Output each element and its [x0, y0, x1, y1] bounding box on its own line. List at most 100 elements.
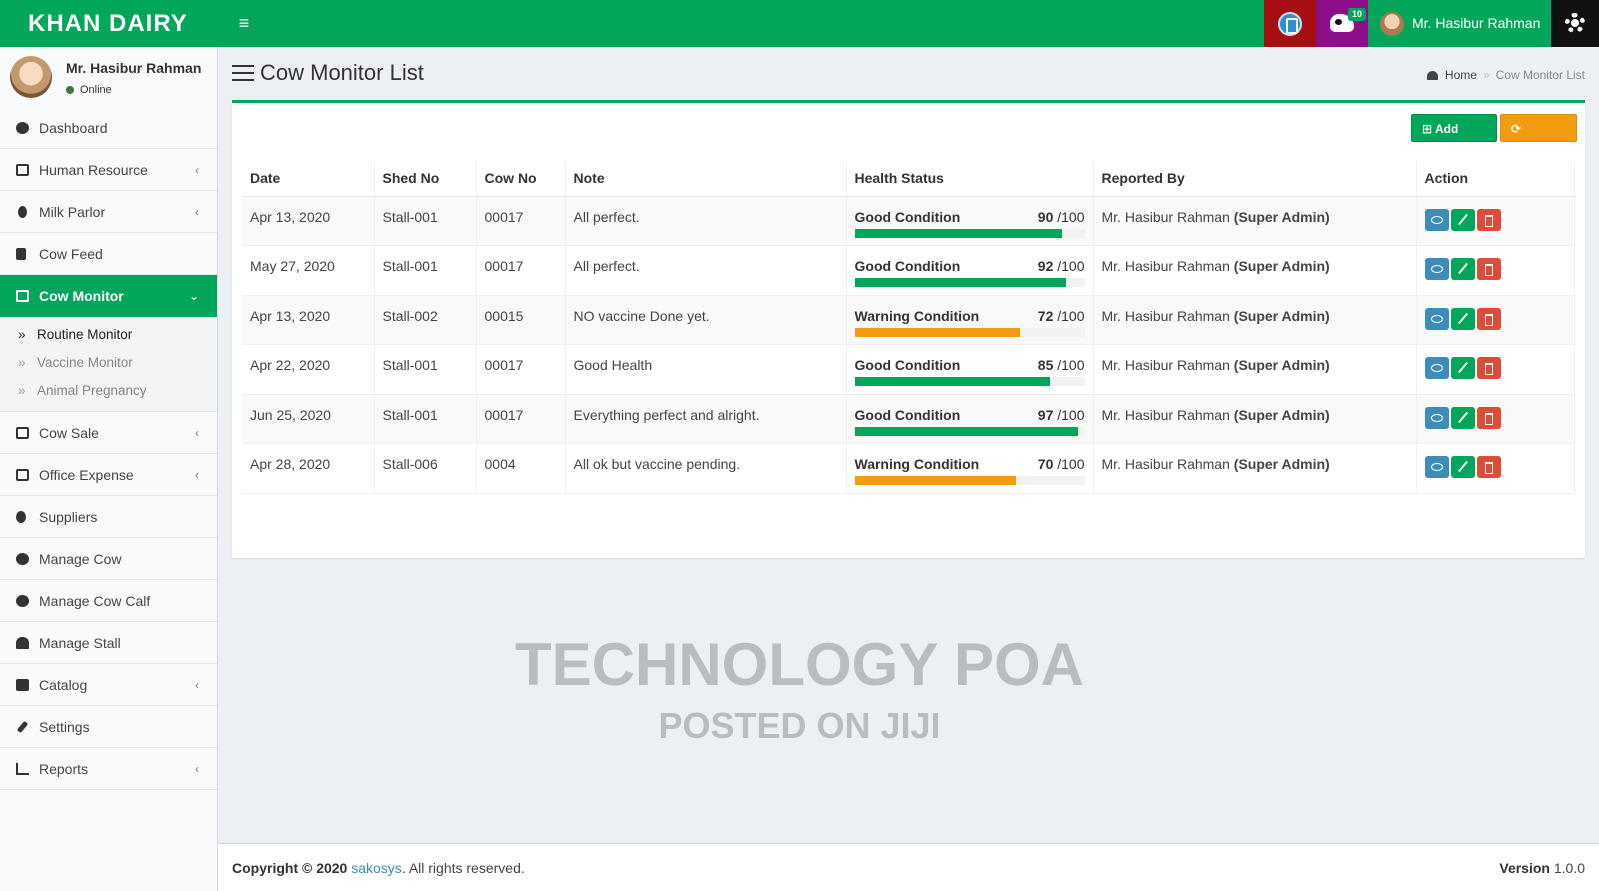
health-status-label: Good Condition	[854, 406, 961, 423]
sidebar-item-label: Cow Feed	[39, 246, 103, 262]
health-progress-bar	[854, 327, 1085, 337]
status-dot-icon	[66, 86, 74, 95]
copyright-suffix: . All rights reserved.	[401, 860, 525, 876]
cell-shed-no: Stall-001	[374, 196, 477, 246]
sidebar-item-cow-feed[interactable]: Cow Feed	[0, 233, 217, 275]
health-score: 70 /100	[1038, 456, 1085, 472]
column-header-action: Action	[1416, 161, 1575, 197]
settings-button[interactable]	[1551, 0, 1599, 47]
sidebar-item-manage-cow-calf[interactable]: Manage Cow Calf	[0, 580, 217, 622]
view-eye-icon[interactable]	[1424, 307, 1449, 330]
cell-cow-no: 00015	[476, 295, 566, 345]
cell-note: All perfect.	[565, 196, 847, 246]
avatar	[10, 56, 52, 98]
column-header-reported-by: Reported By	[1093, 161, 1417, 197]
cell-reported-by: Mr. Hasibur Rahman (Super Admin)	[1093, 196, 1417, 246]
sidebar-item-dashboard[interactable]: Dashboard	[0, 107, 217, 149]
cell-shed-no: Stall-002	[374, 295, 477, 345]
cell-reported-by: Mr. Hasibur Rahman (Super Admin)	[1093, 443, 1417, 494]
user-menu-button[interactable]: Mr. Hasibur Rahman	[1368, 0, 1551, 47]
sidebar-item-office-expense[interactable]: Office Expense ‹	[0, 454, 217, 496]
paw-icon	[16, 595, 29, 607]
delete-trash-icon[interactable]	[1476, 406, 1501, 429]
view-eye-icon[interactable]	[1424, 357, 1449, 379]
cell-health-status: Warning Condition 72 /100	[846, 295, 1094, 345]
sidebar-item-manage-stall[interactable]: Manage Stall	[0, 622, 217, 664]
calculator-button[interactable]	[1264, 0, 1316, 47]
health-progress-bar	[854, 476, 1085, 485]
cell-action	[1416, 443, 1575, 494]
delete-trash-icon[interactable]	[1476, 357, 1501, 379]
top-navbar: KHAN DAIRY ≡ 10 Mr. Hasibur Rahman	[0, 0, 1599, 47]
delete-trash-icon[interactable]	[1476, 258, 1501, 280]
sidebar-item-cow-sale[interactable]: Cow Sale ‹	[0, 412, 217, 454]
home-icon	[16, 637, 29, 649]
avatar	[1380, 12, 1404, 37]
breadcrumb-current: Cow Monitor List	[1495, 68, 1585, 82]
table-row: Apr 22, 2020 Stall-001 00017 Good Health Goo…	[242, 344, 1575, 395]
edit-pencil-icon[interactable]	[1450, 258, 1475, 280]
cell-shed-no: Stall-001	[374, 394, 477, 444]
edit-pencil-icon[interactable]	[1450, 456, 1475, 478]
health-score-max: /100	[1057, 258, 1085, 274]
health-progress-bar	[854, 426, 1085, 436]
refresh-button[interactable]: ⟳ Refresh	[1500, 114, 1577, 164]
dashboard-icon	[16, 122, 29, 134]
health-score: 92 /100	[1038, 258, 1085, 274]
cell-health-status: Good Condition 85 /100	[846, 344, 1094, 395]
reporter-role: (Super Admin)	[1233, 357, 1330, 373]
reporter-name: Mr. Hasibur Rahman	[1101, 208, 1230, 225]
submenu-item-vaccine-monitor[interactable]: Vaccine Monitor	[0, 349, 217, 377]
user-panel: Mr. Hasibur Rahman Online	[0, 47, 217, 107]
edit-pencil-icon[interactable]	[1450, 406, 1475, 429]
menu-toggle-icon[interactable]: ≡	[238, 13, 250, 33]
table-row: May 27, 2020 Stall-001 00017 All perfect. Go…	[242, 245, 1575, 296]
sidebar-item-label: Reports	[39, 761, 89, 777]
view-eye-icon[interactable]	[1424, 456, 1449, 478]
sidebar-item-human-resource[interactable]: Human Resource ‹	[0, 149, 217, 191]
money-icon	[16, 469, 29, 481]
edit-pencil-icon[interactable]	[1450, 208, 1475, 231]
cell-action	[1416, 344, 1575, 395]
user-icon	[16, 164, 29, 176]
cell-reported-by: Mr. Hasibur Rahman (Super Admin)	[1093, 245, 1417, 296]
cell-note: Everything perfect and alright.	[565, 394, 847, 444]
health-score-value: 90	[1037, 208, 1054, 225]
sidebar-item-catalog[interactable]: Catalog ‹	[0, 664, 217, 706]
edit-pencil-icon[interactable]	[1450, 307, 1475, 330]
submenu-item-routine-monitor[interactable]: Routine Monitor	[0, 321, 217, 349]
breadcrumb-home[interactable]: Home	[1444, 68, 1477, 82]
paw-icon	[16, 553, 29, 565]
health-progress-fill	[854, 377, 1050, 386]
cell-action	[1416, 295, 1575, 345]
view-eye-icon[interactable]	[1424, 208, 1449, 231]
sidebar-item-cow-monitor[interactable]: Cow Monitor ⌄	[0, 275, 217, 317]
cow-notification-button[interactable]: 10	[1316, 0, 1368, 47]
delete-trash-icon[interactable]	[1476, 307, 1501, 330]
sidebar-item-suppliers[interactable]: Suppliers	[0, 496, 217, 538]
cell-health-status: Good Condition 92 /100	[846, 245, 1094, 296]
page-title: Cow Monitor List	[232, 60, 424, 86]
cell-note: Good Health	[565, 344, 847, 395]
delete-trash-icon[interactable]	[1476, 208, 1501, 231]
company-link[interactable]: sakosys	[351, 860, 402, 876]
sidebar-item-settings[interactable]: Settings	[0, 706, 217, 748]
app-logo[interactable]: KHAN DAIRY	[28, 10, 188, 37]
notification-badge: 10	[1348, 8, 1367, 21]
health-progress-fill	[854, 327, 1021, 337]
delete-trash-icon[interactable]	[1476, 456, 1501, 478]
drop-icon	[18, 206, 27, 218]
copyright-text: Copyright © 2020 sakosys. All rights res…	[232, 860, 525, 876]
add-new-button[interactable]: ⊞ Add New	[1411, 114, 1497, 164]
health-score-value: 97	[1037, 406, 1054, 423]
health-score-max: /100	[1057, 307, 1085, 324]
submenu-item-animal-pregnancy[interactable]: Animal Pregnancy	[0, 377, 217, 405]
view-eye-icon[interactable]	[1424, 258, 1449, 280]
cell-health-status: Good Condition 90 /100	[846, 196, 1094, 246]
sidebar-item-milk-parlor[interactable]: Milk Parlor ‹	[0, 191, 217, 233]
reporter-role: (Super Admin)	[1233, 258, 1330, 274]
sidebar-item-reports[interactable]: Reports ‹	[0, 748, 217, 790]
edit-pencil-icon[interactable]	[1450, 357, 1475, 379]
sidebar-item-manage-cow[interactable]: Manage Cow	[0, 538, 217, 580]
view-eye-icon[interactable]	[1424, 406, 1449, 429]
